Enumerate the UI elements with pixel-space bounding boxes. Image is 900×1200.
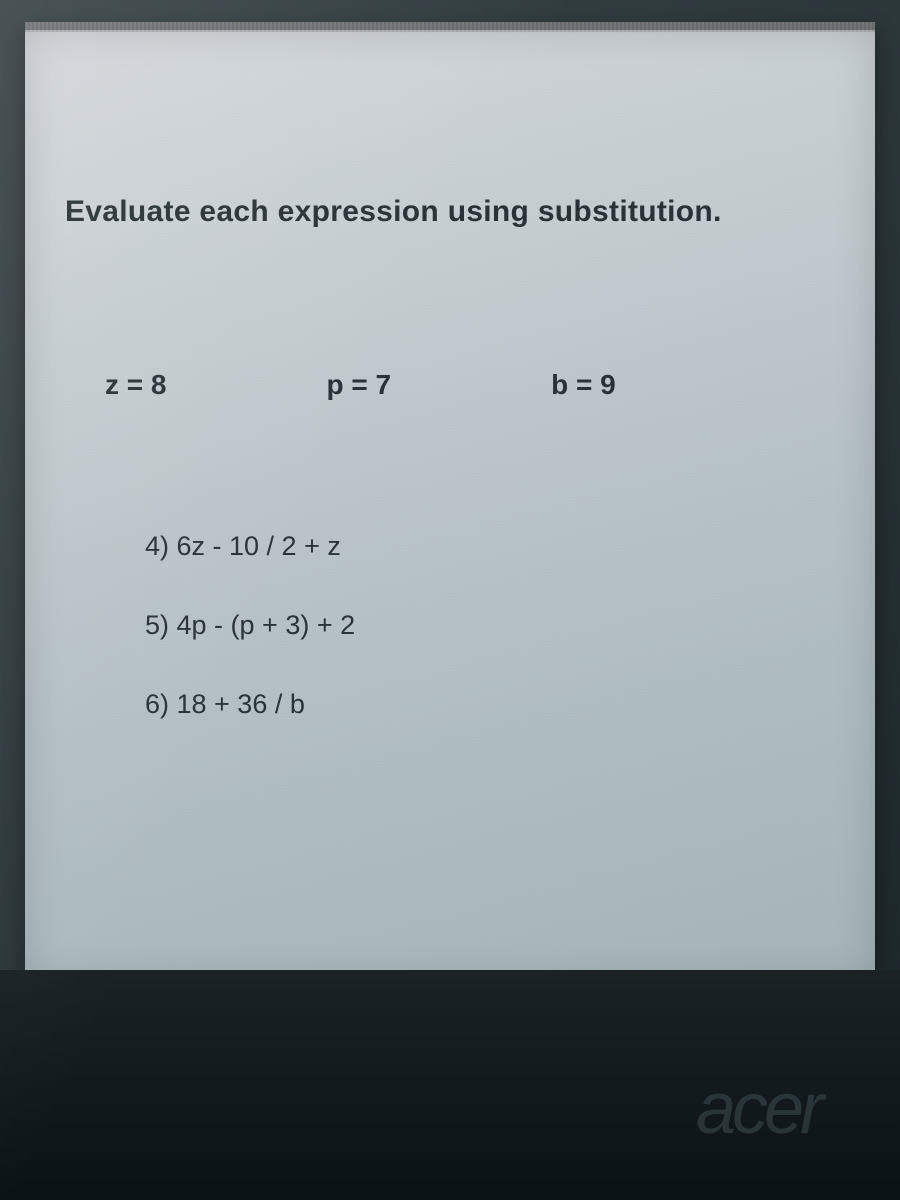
laptop-bezel: acer (0, 970, 900, 1200)
variable-z: z = 8 (105, 369, 166, 401)
brand-logo: acer (696, 1068, 820, 1150)
page-top-binding (25, 22, 875, 32)
worksheet-page: Evaluate each expression using substitut… (25, 30, 875, 980)
variable-p: p = 7 (326, 369, 391, 401)
problem-5: 5) 4p - (p + 3) + 2 (145, 610, 835, 641)
variable-b: b = 9 (551, 369, 616, 401)
texture-overlay (25, 30, 875, 980)
worksheet-heading: Evaluate each expression using substitut… (65, 195, 835, 229)
problem-4: 4) 6z - 10 / 2 + z (145, 531, 835, 562)
variables-row: z = 8 p = 7 b = 9 (65, 369, 835, 401)
problems-list: 4) 6z - 10 / 2 + z 5) 4p - (p + 3) + 2 6… (65, 531, 835, 720)
problem-6: 6) 18 + 36 / b (145, 689, 835, 720)
